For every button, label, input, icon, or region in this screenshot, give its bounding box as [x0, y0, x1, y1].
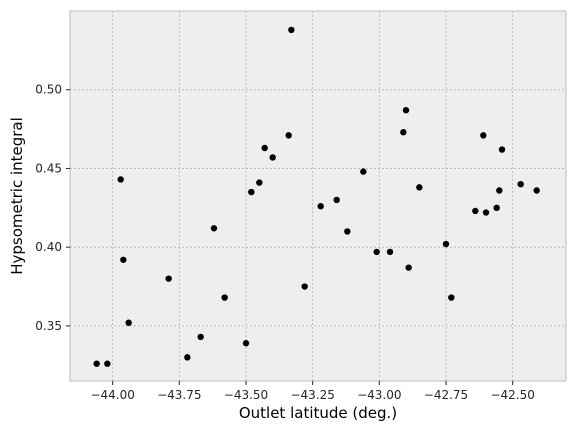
x-tick-label: −43.00 [357, 388, 401, 402]
data-point [386, 248, 394, 256]
plot-area [70, 11, 566, 381]
x-tick-label: −42.50 [490, 388, 534, 402]
y-tick-label: 0.35 [35, 319, 62, 333]
data-point [517, 180, 524, 188]
data-point [400, 129, 407, 136]
data-point [261, 144, 268, 152]
y-tick-label: 0.45 [35, 161, 62, 175]
data-point [184, 354, 191, 361]
data-point [472, 207, 479, 215]
axis-ticks: −44.00 −43.75 −43.50 −43.25 −43.00 −42.75 −42.… [35, 83, 535, 402]
data-point [533, 187, 540, 194]
data-point [221, 294, 228, 301]
data-points [93, 26, 540, 367]
data-point [344, 228, 351, 235]
data-point [317, 203, 324, 210]
data-point [333, 196, 340, 204]
data-point [301, 283, 308, 290]
x-tick-label: −42.75 [424, 388, 468, 402]
data-point [104, 360, 111, 367]
x-tick-label: −44.00 [90, 388, 134, 402]
data-point [256, 179, 263, 186]
data-point [248, 188, 255, 196]
data-point [442, 240, 450, 248]
data-point [482, 209, 490, 216]
data-point [493, 204, 500, 212]
data-point [373, 248, 380, 256]
data-point [480, 132, 487, 139]
data-point [360, 168, 367, 175]
y-tick-label: 0.50 [35, 83, 62, 97]
data-point [405, 264, 412, 271]
y-tick-label: 0.40 [35, 240, 62, 254]
data-point [120, 256, 127, 263]
data-point [117, 176, 124, 183]
data-point [197, 333, 204, 341]
data-point [402, 106, 410, 114]
data-point [242, 340, 250, 347]
data-point [165, 275, 172, 282]
data-point [93, 360, 100, 367]
data-point [210, 225, 218, 232]
x-tick-label: −43.25 [290, 388, 334, 402]
x-tick-label: −43.50 [224, 388, 268, 402]
data-point [496, 187, 503, 194]
data-point [498, 146, 506, 153]
plot-frame [69, 10, 567, 382]
data-point [125, 319, 132, 326]
grid-lines [70, 11, 566, 381]
data-point [448, 294, 455, 301]
data-point [285, 132, 292, 139]
x-tick-label: −43.75 [157, 388, 201, 402]
y-axis-label: Hypsometric integral [8, 117, 26, 275]
data-point [269, 154, 276, 161]
data-point [416, 184, 423, 191]
data-point [288, 26, 295, 34]
x-axis-label: Outlet latitude (deg.) [239, 404, 397, 422]
